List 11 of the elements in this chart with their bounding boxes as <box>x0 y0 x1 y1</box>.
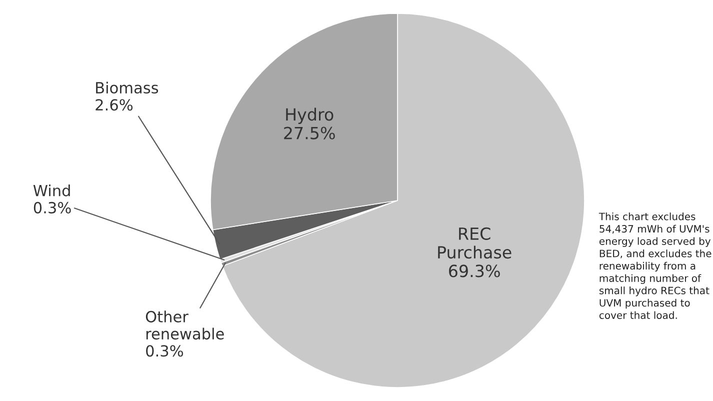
slice-label: Wind <box>33 184 70 196</box>
text: This chart excludes 54,437 mWh of UVM's energy load served by BED, and excludes the renewability from a matching number of small hydro RECs that UVM purchased to cover that load. <box>598 212 712 319</box>
slice-label: Biomass <box>96 82 158 94</box>
data-label: 0.3% <box>34 202 71 214</box>
data-label: 27.5% <box>284 126 335 140</box>
data-label: 69.3% <box>449 264 500 278</box>
data-label: 0.3% <box>146 345 184 357</box>
slice-label: REC Purchase <box>438 227 512 259</box>
slice-label: Hydro <box>286 108 334 124</box>
data-label: 2.6% <box>96 99 133 111</box>
slice-label: Other renewable <box>146 310 224 340</box>
